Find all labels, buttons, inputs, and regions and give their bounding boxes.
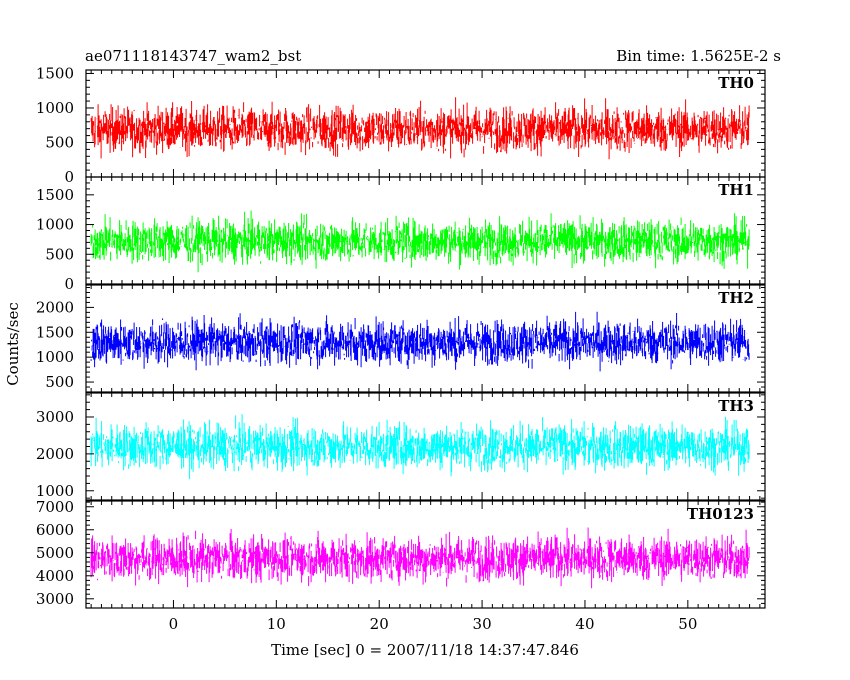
panel-frame: [85, 500, 766, 609]
y-axis-label: Counts/sec: [4, 302, 22, 386]
x-tick-label: 0: [169, 615, 179, 633]
y-tick-label: 1500: [36, 323, 74, 341]
x-axis-label: Time [sec] 0 = 2007/11/18 14:37:47.846: [271, 641, 579, 659]
y-tick-label: 3000: [36, 408, 74, 426]
series-th0123: [90, 527, 750, 589]
x-tick-label: 10: [267, 615, 286, 633]
y-tick-label: 3000: [36, 590, 74, 608]
panel-label: TH0: [718, 74, 754, 92]
y-tick-label: 5000: [36, 544, 74, 562]
x-tick-label: 30: [473, 615, 492, 633]
series-th2: [90, 311, 750, 372]
x-tick-label: 50: [678, 615, 697, 633]
panel-th1: 0 500 1000 1500 TH1: [36, 176, 766, 293]
panel-label: TH2: [718, 289, 754, 307]
series-th0: [90, 97, 750, 160]
y-tick-label: 1000: [36, 99, 74, 117]
panel-label: TH1: [718, 181, 754, 199]
panel-th0: 0 500 1000 1500 TH0: [36, 64, 766, 186]
chart-title: ae071118143747_wam2_bst: [85, 47, 301, 65]
bin-time-label: Bin time: 1.5625E-2 s: [616, 47, 781, 65]
y-tick-label: 500: [45, 133, 74, 151]
y-tick-label: 500: [45, 373, 74, 391]
y-tick-label: 7000: [36, 498, 74, 516]
y-tick-label: 500: [45, 245, 74, 263]
y-tick-label: 1000: [36, 348, 74, 366]
x-tick-label: 20: [370, 615, 389, 633]
y-tick-label: 1500: [36, 64, 74, 82]
y-tick-label: 6000: [36, 521, 74, 539]
y-tick-label: 1500: [36, 186, 74, 204]
y-tick-label: 2000: [36, 298, 74, 316]
y-tick-label: 0: [64, 275, 74, 293]
x-tick-label: 40: [575, 615, 594, 633]
y-tick-label: 1000: [36, 216, 74, 234]
panel-th0123: 3000 4000 5000 6000 7000 TH0123: [36, 498, 766, 609]
panel-label: TH3: [718, 397, 754, 415]
series-th3: [90, 414, 750, 480]
y-tick-label: 0: [64, 168, 74, 186]
series-th1: [90, 210, 750, 273]
panel-th3: 1000 2000 3000 TH3: [36, 392, 766, 501]
y-tick-label: 2000: [36, 445, 74, 463]
panel-frame: [85, 284, 766, 393]
y-tick-label: 1000: [36, 482, 74, 500]
panel-label: TH0123: [687, 505, 754, 523]
y-tick-label: 4000: [36, 567, 74, 585]
panel-th2: 500 1000 1500 2000 TH2: [36, 284, 766, 393]
